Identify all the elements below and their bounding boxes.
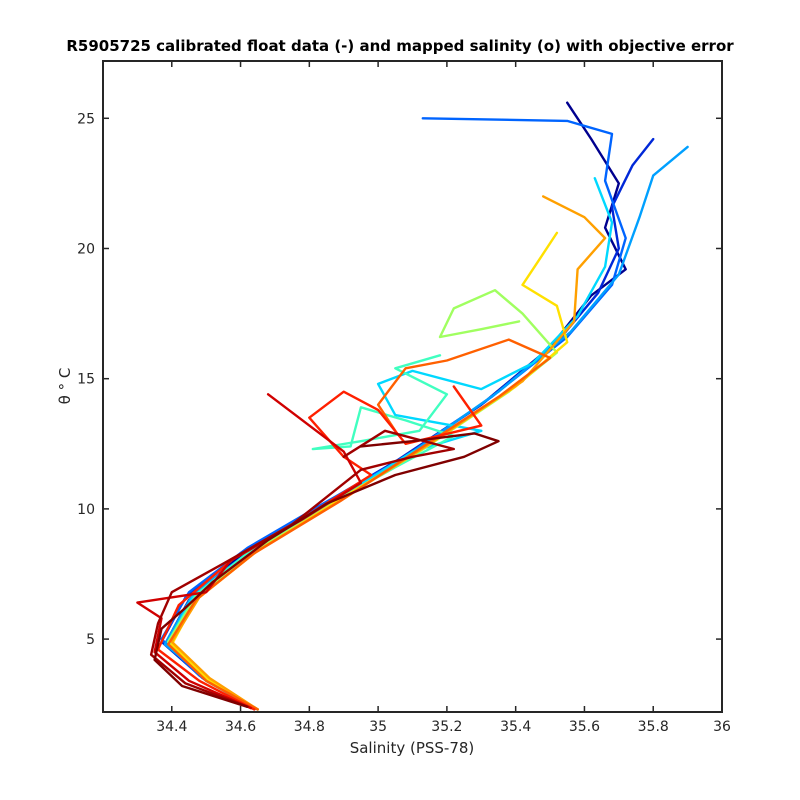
series-line-11 — [156, 385, 483, 711]
x-tick-label: 34.8 — [294, 719, 325, 735]
x-tick-label: 34.4 — [156, 719, 187, 735]
x-tick-label: 35.6 — [569, 719, 600, 735]
series-line-9 — [170, 195, 607, 711]
series-layer — [136, 101, 689, 711]
series-line-1 — [163, 101, 627, 711]
y-tick-label: 15 — [77, 372, 95, 388]
x-tick-label: 35.2 — [431, 719, 462, 735]
x-axis-label: Salinity (PSS-78) — [350, 739, 475, 757]
ticks-layer: 34.4 34.6 34.8 35 35.2 35.4 35.6 35.8 36 5 10 15 20 2… — [77, 61, 731, 735]
series-line-13 — [149, 429, 455, 708]
series-line-6 — [167, 354, 455, 711]
x-tick-label: 35 — [369, 719, 387, 735]
series-line-14 — [153, 432, 500, 708]
plot-frame — [102, 60, 723, 713]
x-tick-label: 36 — [713, 719, 731, 735]
x-tick-label: 35.4 — [500, 719, 531, 735]
series-line-7 — [167, 289, 559, 711]
series-line-12 — [136, 393, 363, 710]
y-tick-label: 25 — [77, 111, 95, 127]
series-line-10 — [167, 338, 552, 711]
series-line-8 — [170, 231, 569, 711]
y-tick-label: 5 — [86, 632, 95, 648]
x-tick-label: 34.6 — [225, 719, 256, 735]
x-tick-label: 35.8 — [638, 719, 669, 735]
y-tick-label: 10 — [77, 502, 95, 518]
chart-title: R5905725 calibrated float data (-) and m… — [66, 37, 734, 55]
y-tick-label: 20 — [77, 241, 95, 257]
y-axis-label: θ ° C — [56, 368, 74, 405]
series-line-2 — [160, 137, 655, 710]
